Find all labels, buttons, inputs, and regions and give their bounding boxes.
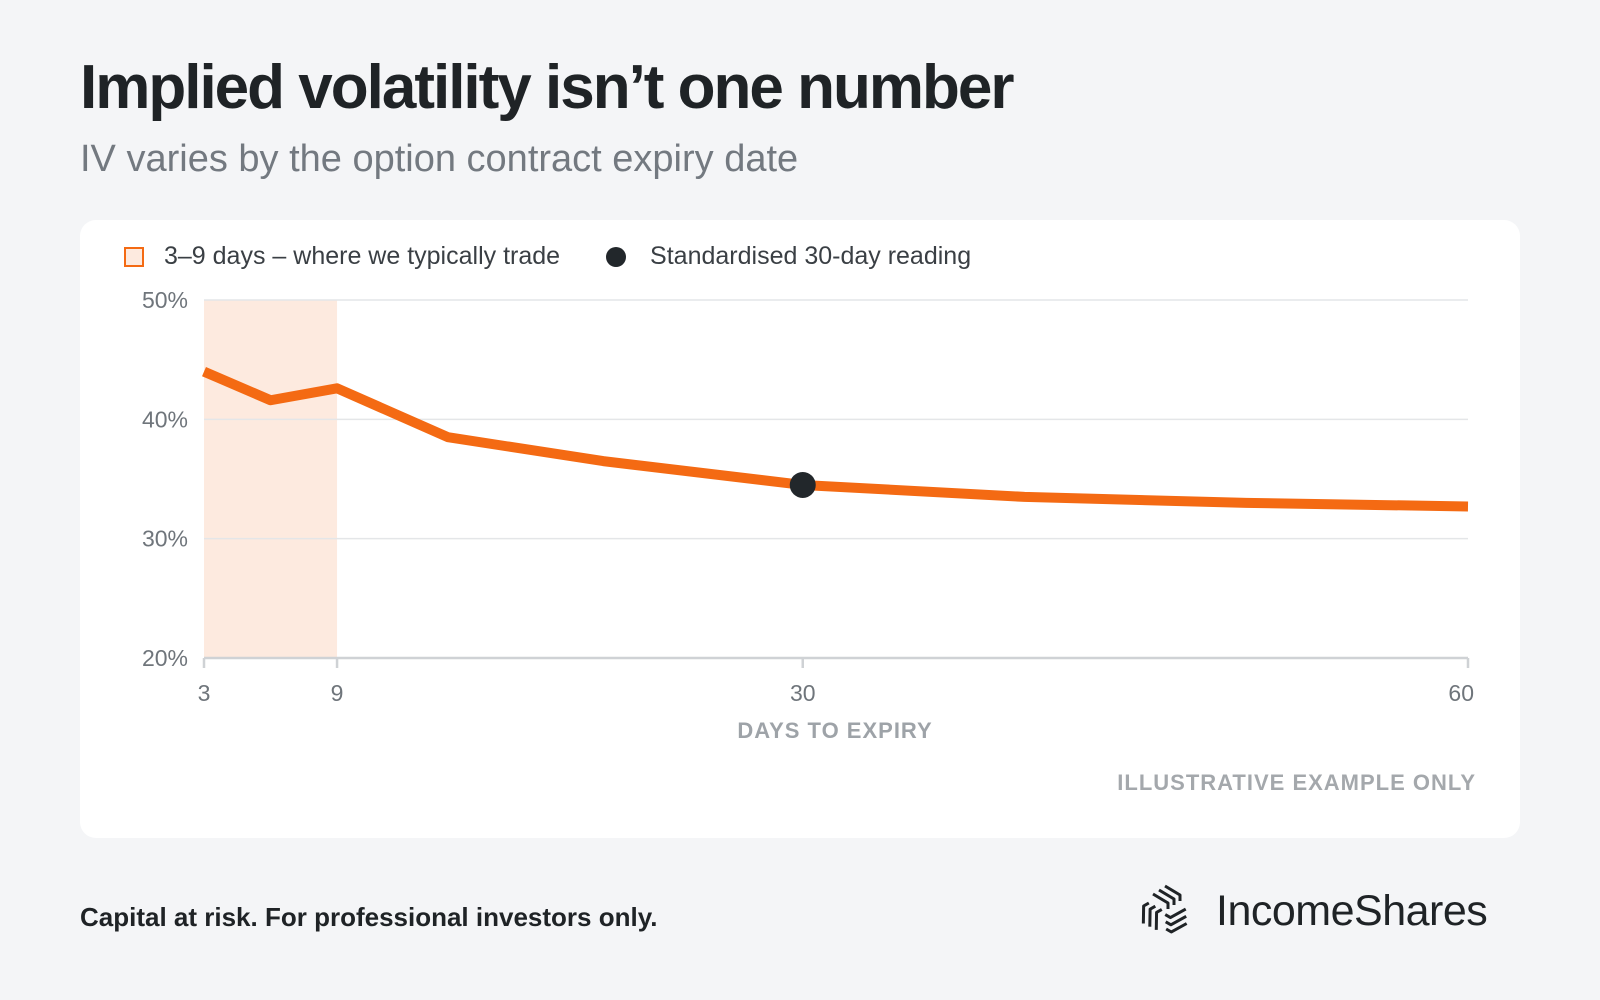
y-tick-label: 50% xyxy=(142,287,188,313)
risk-disclaimer: Capital at risk. For professional invest… xyxy=(80,902,658,932)
standardised-30-day-point xyxy=(789,471,816,498)
legend-band-swatch xyxy=(124,246,144,267)
interlocking-arrows-logo-icon xyxy=(1141,884,1188,934)
page-title: Implied volatility isn’t one number xyxy=(80,53,1014,122)
illustrative-disclaimer: ILLUSTRATIVE EXAMPLE ONLY xyxy=(1117,770,1476,795)
chart-legend: 3–9 days – where we typically trade Stan… xyxy=(124,242,1017,271)
y-tick-label: 30% xyxy=(142,526,188,552)
page-subtitle: IV varies by the option contract expiry … xyxy=(80,138,799,180)
legend-point-dot xyxy=(606,246,627,267)
iv-term-structure-chart: 20% 30% 40% 50% 3 9 30 60 xyxy=(142,287,1474,706)
legend-point-label: Standardised 30-day reading xyxy=(650,242,972,270)
typical-trade-band xyxy=(204,300,338,658)
x-axis-title: DAYS TO EXPIRY xyxy=(737,718,933,743)
x-tick-label: 30 xyxy=(790,680,816,706)
chart-card: 3–9 days – where we typically trade Stan… xyxy=(80,220,1520,838)
legend-item-point: Standardised 30-day reading xyxy=(606,242,971,271)
x-tick-label: 9 xyxy=(331,680,344,706)
legend-band-label: 3–9 days – where we typically trade xyxy=(164,242,561,270)
y-tick-label: 40% xyxy=(142,406,188,432)
x-tick-label: 60 xyxy=(1448,680,1474,706)
brand-name: IncomeShares xyxy=(1216,886,1488,935)
x-tick-label: 3 xyxy=(198,680,211,706)
legend-item-band: 3–9 days – where we typically trade xyxy=(124,242,560,271)
y-tick-label: 20% xyxy=(142,645,188,671)
iv-series-line xyxy=(202,367,1469,512)
brand-lockup: IncomeShares xyxy=(1136,880,1488,942)
